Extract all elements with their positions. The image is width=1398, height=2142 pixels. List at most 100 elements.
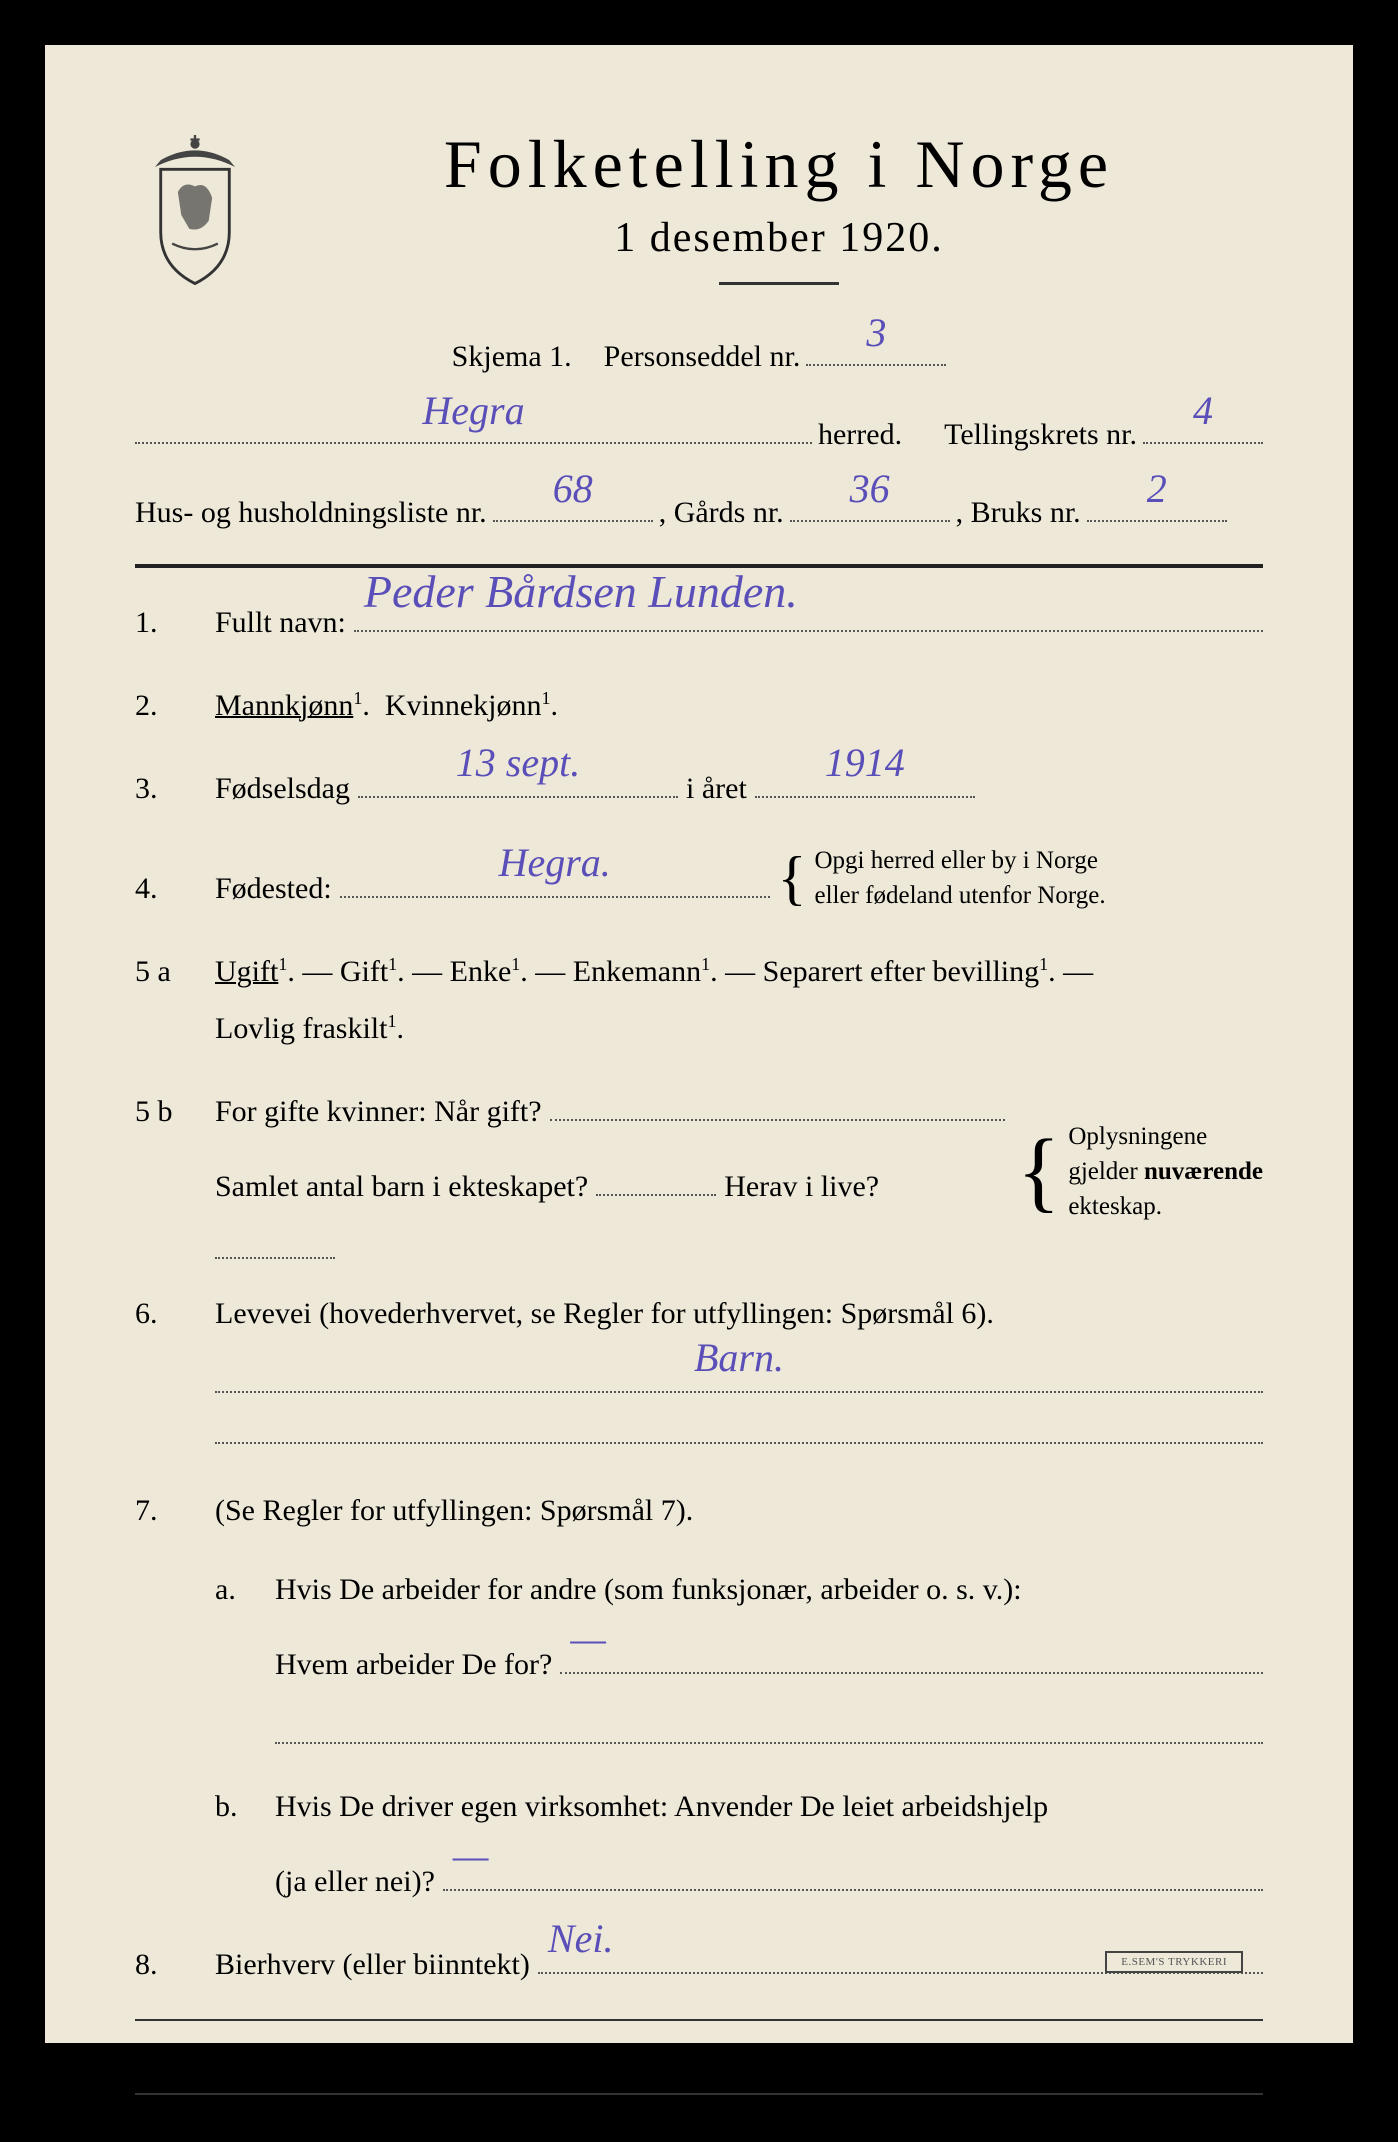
q3-year-label: i året <box>686 760 747 817</box>
q5a-fraskilt: Lovlig fraskilt <box>215 1012 387 1045</box>
q4-label: Fødested: <box>215 860 332 917</box>
brace-icon: { <box>778 863 807 893</box>
bruks-value: 2 <box>1147 453 1167 525</box>
q7a-field: — <box>560 1638 1263 1674</box>
q1-label: Fullt navn: <box>215 594 346 651</box>
q5b-field2 <box>596 1160 716 1196</box>
q2-num: 2. <box>135 689 195 723</box>
q7a-value: — <box>570 1601 606 1677</box>
footnote-text: Her kan svares ved tydelig understreknin… <box>163 2116 756 2141</box>
q1-field: Peder Bårdsen Lunden. <box>354 596 1263 632</box>
herred-value: Hegra <box>422 375 524 447</box>
question-3: 3. Fødselsdag 13 sept. i året 1914 <box>135 760 1263 817</box>
personseddel-value: 3 <box>866 297 886 369</box>
q5b-note1: Oplysningene <box>1068 1119 1263 1154</box>
q3-num: 3. <box>135 772 195 806</box>
q7b-value: — <box>453 1818 489 1894</box>
question-5b: 5 b For gifte kvinner: Når gift? Samlet … <box>135 1083 1263 1259</box>
divider-3 <box>135 2093 1263 2095</box>
personseddel-label: Personseddel nr. <box>604 330 801 384</box>
footnote-num: 1 <box>135 2115 143 2132</box>
q4-note2: eller fødeland utenfor Norge. <box>814 878 1105 913</box>
question-7: 7. (Se Regler for utfyllingen: Spørsmål … <box>135 1482 1263 1910</box>
q2-kvinne: Kvinnekjønn <box>385 689 542 722</box>
q6-num: 6. <box>135 1297 195 1331</box>
q5a-num: 5 a <box>135 955 195 989</box>
q3-day-value: 13 sept. <box>456 725 580 801</box>
herred-field: Hegra <box>135 408 812 444</box>
q7a-field-2 <box>275 1705 1263 1744</box>
census-form-page: Folketelling i Norge 1 desember 1920. Sk… <box>20 20 1378 2068</box>
q7a-num: a. <box>215 1561 255 1756</box>
q5b-label1: For gifte kvinner: Når gift? <box>215 1083 542 1140</box>
q4-note-group: { Opgi herred eller by i Norge eller fød… <box>778 843 1106 913</box>
question-6: 6. Levevei (hovederhvervet, se Regler fo… <box>135 1285 1263 1456</box>
footnote: 1 Her kan svares ved tydelig understrekn… <box>135 2115 1263 2142</box>
main-title: Folketelling i Norge <box>295 125 1263 204</box>
q5b-note3: ekteskap. <box>1068 1189 1263 1224</box>
question-2: 2. Mannkjønn1. Kvinnekjønn1. <box>135 677 1263 734</box>
q2-mann: Mannkjønn <box>215 689 353 722</box>
question-5a: 5 a Ugift1. — Gift1. — Enke1. — Enkemann… <box>135 943 1263 1057</box>
q5b-note-group: { Oplysningene gjelder nuværende ekteska… <box>1017 1119 1263 1224</box>
title-block: Folketelling i Norge 1 desember 1920. <box>295 125 1263 300</box>
q3-year-field: 1914 <box>755 762 975 798</box>
q7-label: (Se Regler for utfyllingen: Spørsmål 7). <box>215 1494 693 1527</box>
question-4: 4. Fødested: Hegra. { Opgi herred eller … <box>135 843 1263 917</box>
q6-value: Barn. <box>694 1320 784 1396</box>
husliste-value: 68 <box>553 453 593 525</box>
q7a-text2: Hvem arbeider De for? <box>275 1636 552 1693</box>
herred-line: Hegra herred. Tellingskrets nr. 4 <box>135 408 1263 462</box>
q7b-num: b. <box>215 1778 255 1910</box>
q7b-text1: Hvis De driver egen virksomhet: Anvender… <box>275 1778 1263 1835</box>
gards-label: , Gårds nr. <box>659 486 784 540</box>
q5b-num: 5 b <box>135 1095 195 1129</box>
q6-field-2 <box>215 1405 1263 1444</box>
skjema-line: Skjema 1. Personseddel nr. 3 <box>135 330 1263 384</box>
q5a-enkemann: Enkemann <box>573 955 701 988</box>
q5a-ugift: Ugift <box>215 955 278 988</box>
q1-num: 1. <box>135 606 195 640</box>
q7-num: 7. <box>135 1494 195 1528</box>
bruks-label: , Bruks nr. <box>956 486 1081 540</box>
q5a-enke: Enke <box>450 955 512 988</box>
divider-2 <box>135 2019 1263 2021</box>
footer-note: Har man ingen biinntekt av nogen betydni… <box>135 2041 1263 2073</box>
q5a-gift: Gift <box>340 955 388 988</box>
husliste-label: Hus- og husholdningsliste nr. <box>135 486 487 540</box>
q3-year-value: 1914 <box>825 725 905 801</box>
header: Folketelling i Norge 1 desember 1920. <box>135 125 1263 300</box>
coat-of-arms-icon <box>135 135 255 295</box>
q4-field: Hegra. <box>340 862 770 898</box>
gards-value: 36 <box>850 453 890 525</box>
subtitle: 1 desember 1920. <box>295 214 1263 262</box>
q5b-field3 <box>215 1223 335 1259</box>
husliste-line: Hus- og husholdningsliste nr. 68 , Gårds… <box>135 486 1263 540</box>
q3-day-field: 13 sept. <box>358 762 678 798</box>
q8-label: Bierhverv (eller biinntekt) <box>215 1936 530 1993</box>
gards-field: 36 <box>790 486 950 522</box>
q4-note1: Opgi herred eller by i Norge <box>814 843 1105 878</box>
q8-value: Nei. <box>548 1901 614 1977</box>
q5b-field1 <box>550 1085 1006 1121</box>
q5a-separert: Separert efter bevilling <box>763 955 1040 988</box>
q7a-text1: Hvis De arbeider for andre (som funksjon… <box>275 1561 1263 1618</box>
tellingskrets-label: Tellingskrets nr. <box>944 408 1137 462</box>
q6-label: Levevei (hovederhvervet, se Regler for u… <box>215 1297 994 1330</box>
q7b-text2: (ja eller nei)? <box>275 1853 435 1910</box>
tellingskrets-value: 4 <box>1193 375 1213 447</box>
q5b-note2: gjelder nuværende <box>1068 1154 1263 1189</box>
printer-stamp: E.SEM'S TRYKKERI <box>1105 1951 1243 1973</box>
q7b-field: — <box>443 1855 1263 1891</box>
bruks-field: 2 <box>1087 486 1227 522</box>
q6-field: Barn. <box>215 1354 1263 1393</box>
tellingskrets-field: 4 <box>1143 408 1263 444</box>
q5b-label2: Samlet antal barn i ekteskapet? <box>215 1158 588 1215</box>
question-8: 8. Bierhverv (eller biinntekt) Nei. <box>135 1936 1263 1993</box>
q4-value: Hegra. <box>499 825 611 901</box>
question-1: 1. Fullt navn: Peder Bårdsen Lunden. <box>135 594 1263 651</box>
husliste-field: 68 <box>493 486 653 522</box>
personseddel-field: 3 <box>806 330 946 366</box>
q5b-label3: Herav i live? <box>724 1158 879 1215</box>
title-rule <box>719 282 839 285</box>
